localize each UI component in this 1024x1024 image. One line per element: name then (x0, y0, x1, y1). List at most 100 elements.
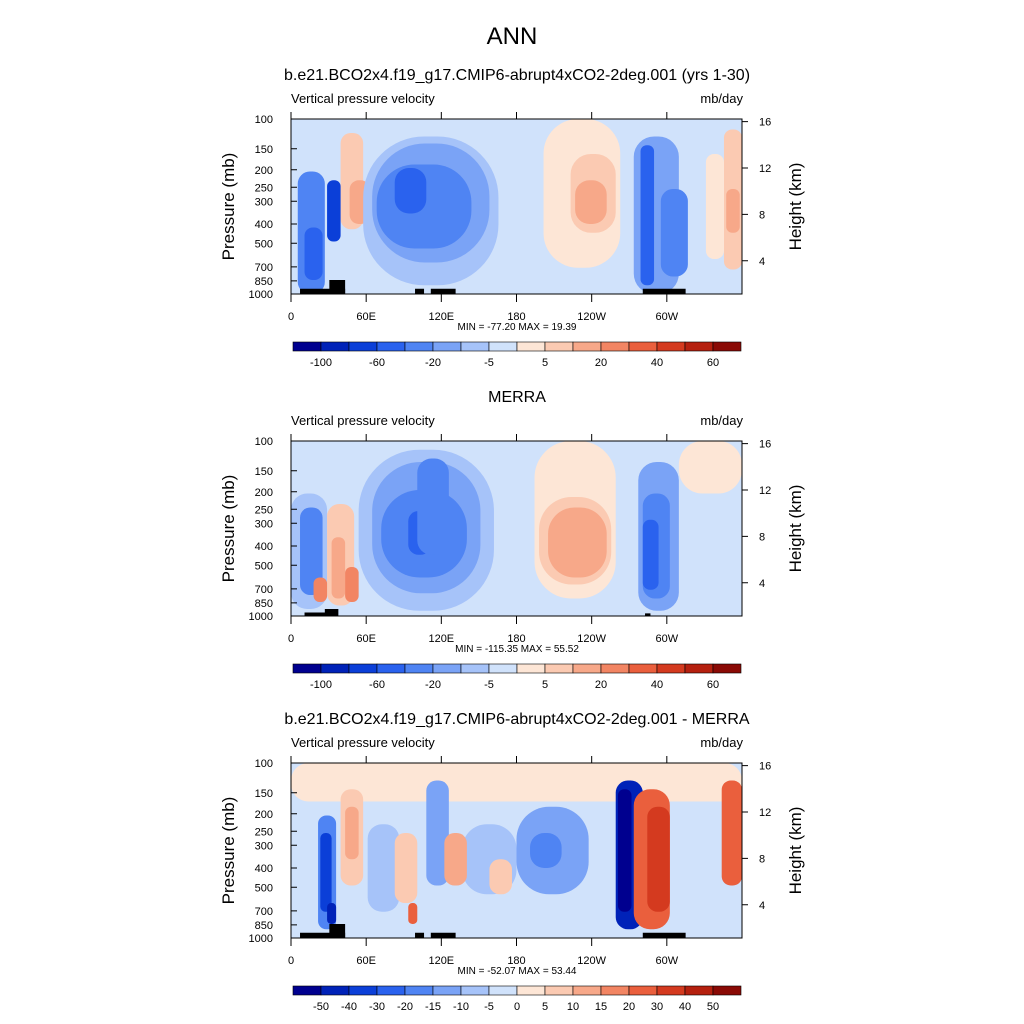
pressure-tick-label: 150 (255, 466, 273, 478)
pressure-tick-label: 100 (255, 758, 273, 770)
panel-title: b.e21.BCO2x4.f19_g17.CMIP6-abrupt4xCO2-2… (284, 67, 750, 84)
right-axis-title: Height (km) (786, 807, 805, 895)
colorbar-label: 20 (595, 357, 607, 369)
colorbar-label: 40 (679, 1001, 691, 1013)
colorbar-label: 30 (651, 1001, 663, 1013)
colorbar-label: -15 (425, 1001, 441, 1013)
variable-label: Vertical pressure velocity (291, 413, 435, 428)
pressure-tick-label: 850 (255, 276, 273, 288)
topography-mask (430, 288, 456, 294)
pressure-tick-label: 150 (255, 788, 273, 800)
lon-tick-label: 60W (656, 955, 679, 967)
pressure-tick-label: 400 (255, 863, 273, 875)
height-tick-label: 16 (759, 439, 771, 451)
y-axis-title: Pressure (mb) (219, 475, 238, 583)
colorbar-swatch (292, 985, 322, 996)
contour-region (642, 519, 659, 590)
colorbar-label: -20 (397, 1001, 413, 1013)
colorbar-swatch (544, 985, 574, 996)
colorbar-swatch (348, 663, 378, 674)
colorbar-label: 60 (707, 357, 719, 369)
height-tick-label: 16 (759, 761, 771, 773)
contour-region (705, 154, 724, 259)
colorbar-label: 0 (514, 1001, 520, 1013)
contour-region (726, 189, 740, 233)
colorbar-label: 10 (567, 1001, 579, 1013)
contour-region (327, 903, 337, 924)
colorbar-swatch (684, 663, 714, 674)
pressure-tick-label: 150 (255, 144, 273, 156)
contour-region (721, 780, 742, 886)
colorbar-swatch (376, 341, 406, 352)
colorbar-swatch (600, 341, 630, 352)
colorbar-swatch (460, 985, 490, 996)
min-max-stats: MIN = -77.20 MAX = 19.39 (458, 322, 577, 333)
topography-mask (329, 280, 346, 294)
lon-tick-label: 0 (288, 311, 294, 323)
colorbar-swatch (712, 663, 742, 674)
lon-tick-label: 180 (507, 311, 525, 323)
pressure-tick-label: 100 (255, 436, 273, 448)
topography-mask (324, 609, 339, 616)
colorbar-swatch (572, 341, 602, 352)
colorbar-label: -30 (369, 1001, 385, 1013)
colorbar-label: -50 (313, 1001, 329, 1013)
topography-mask (304, 612, 334, 616)
height-tick-label: 8 (759, 531, 765, 543)
colorbar-swatch (460, 341, 490, 352)
panel-title: MERRA (488, 389, 546, 406)
lon-tick-label: 120E (428, 955, 454, 967)
colorbar-swatch (432, 663, 462, 674)
colorbar-swatch (292, 663, 322, 674)
colorbar-swatch (404, 341, 434, 352)
topography-mask (300, 932, 346, 938)
topography-mask (642, 932, 686, 938)
pressure-tick-label: 1000 (249, 933, 273, 945)
contour-region (345, 806, 359, 860)
colorbar-swatch (516, 985, 546, 996)
contour-field (291, 763, 742, 938)
contour-region (660, 189, 688, 277)
lon-tick-label: 60E (356, 633, 376, 645)
pressure-tick-label: 300 (255, 840, 273, 852)
colorbar-swatch (320, 663, 350, 674)
colorbar-label: -40 (341, 1001, 357, 1013)
topography-mask (430, 932, 456, 938)
colorbar-swatch (684, 341, 714, 352)
topography-mask (329, 924, 346, 938)
colorbar-label: 5 (542, 679, 548, 691)
colorbar-swatch (572, 663, 602, 674)
pressure-tick-label: 850 (255, 920, 273, 932)
colorbar-label: 15 (595, 1001, 607, 1013)
topography-mask (415, 932, 425, 938)
colorbar-swatch (320, 985, 350, 996)
colorbar-label: -100 (310, 679, 332, 691)
pressure-tick-label: 200 (255, 809, 273, 821)
colorbar-swatch (516, 663, 546, 674)
pressure-tick-label: 200 (255, 165, 273, 177)
colorbar-label: -60 (369, 679, 385, 691)
contour-region (300, 507, 323, 595)
pressure-tick-label: 700 (255, 262, 273, 274)
contour-region (394, 168, 427, 214)
contour-region (304, 227, 323, 280)
y-axis-title: Pressure (mb) (219, 797, 238, 905)
contour-region (327, 180, 341, 242)
right-axis-title: Height (km) (786, 485, 805, 573)
pressure-tick-label: 500 (255, 882, 273, 894)
colorbar-swatch (460, 663, 490, 674)
lon-tick-label: 180 (507, 955, 525, 967)
colorbar-swatch (404, 985, 434, 996)
colorbar-swatch (656, 341, 686, 352)
colorbar-swatch (544, 341, 574, 352)
contour-region (489, 859, 512, 895)
topography-mask (415, 288, 425, 294)
contour-region (617, 789, 632, 912)
colorbar-swatch (516, 341, 546, 352)
units-label: mb/day (700, 91, 743, 106)
contour-region (320, 833, 332, 912)
pressure-tick-label: 1000 (249, 289, 273, 301)
pressure-tick-label: 250 (255, 826, 273, 838)
pressure-tick-label: 700 (255, 584, 273, 596)
pressure-tick-label: 1000 (249, 611, 273, 623)
